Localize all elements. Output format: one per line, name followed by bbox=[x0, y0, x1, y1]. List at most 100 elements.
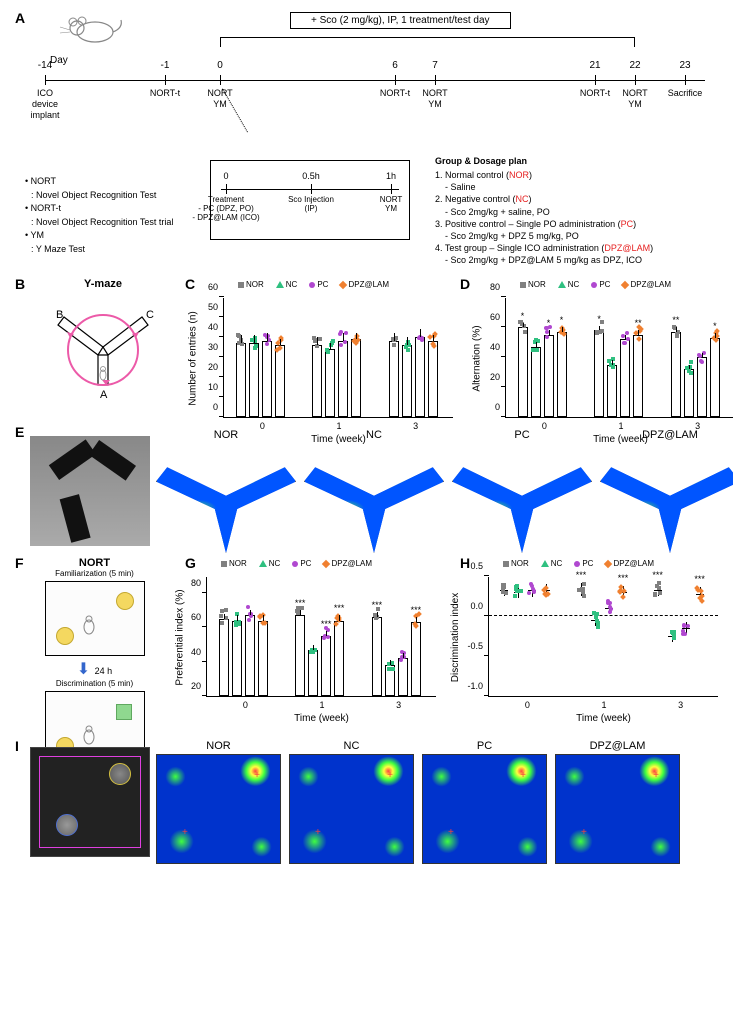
chart-h: NORNCPCDPZ@LAM Discrimination index Time… bbox=[453, 557, 718, 732]
legend-term: NORT-t bbox=[25, 202, 173, 215]
error-bar bbox=[416, 617, 417, 622]
data-point-icon bbox=[392, 343, 396, 347]
timeline-day: 23 bbox=[679, 60, 690, 71]
data-point-icon bbox=[658, 591, 662, 595]
bar bbox=[633, 335, 643, 418]
nort-familiarization-box bbox=[45, 581, 145, 656]
bar bbox=[518, 327, 528, 417]
error-bar bbox=[407, 337, 408, 345]
error-bar bbox=[625, 335, 626, 340]
bar bbox=[671, 332, 681, 418]
bar bbox=[321, 636, 331, 696]
bar bbox=[428, 341, 438, 417]
panel-e: E NORNCPCDPZ@LAM bbox=[10, 424, 723, 549]
bar bbox=[338, 341, 348, 417]
timeline-label: NORTYM bbox=[622, 88, 647, 110]
legend-text: DPZ@LAM bbox=[630, 280, 671, 289]
legend-marker-icon bbox=[292, 561, 298, 567]
group-plan-title: Group & Dosage plan bbox=[435, 155, 653, 167]
legend-item: NOR bbox=[520, 280, 546, 289]
data-point-icon bbox=[606, 601, 610, 605]
novel-object-icon bbox=[116, 704, 132, 720]
bar bbox=[415, 337, 425, 417]
bar bbox=[594, 330, 604, 417]
data-point-icon bbox=[595, 331, 599, 335]
chart-d-legend: NOR NC PC DPZ@LAM bbox=[520, 280, 671, 289]
data-point-icon bbox=[626, 337, 630, 341]
legend-marker-icon bbox=[574, 561, 580, 567]
data-point-icon bbox=[318, 337, 322, 341]
significance-marker: * bbox=[597, 314, 601, 324]
data-point-icon bbox=[682, 623, 686, 627]
error-bar bbox=[390, 660, 391, 665]
ymaze-title: Y-maze bbox=[28, 278, 178, 290]
legend-marker-icon bbox=[276, 281, 284, 288]
data-point-icon bbox=[620, 594, 626, 600]
error-bar bbox=[612, 360, 613, 365]
nort-heatmap: ++ bbox=[156, 754, 281, 864]
bar bbox=[275, 345, 285, 417]
bar bbox=[232, 621, 242, 696]
legend-marker-icon bbox=[558, 281, 566, 288]
timeline-bracket bbox=[220, 37, 635, 47]
bar bbox=[372, 617, 382, 696]
row-fgh: F NORT Familiarization (5 min) ⬇ 24 h Di… bbox=[10, 557, 723, 732]
heatmap-panel: NOR bbox=[156, 429, 296, 553]
error-bar bbox=[356, 333, 357, 339]
legend-text: PC bbox=[599, 280, 610, 289]
panel-label-i: I bbox=[15, 738, 19, 754]
heatmap-title: NC bbox=[289, 740, 414, 752]
bar bbox=[544, 335, 554, 418]
bar bbox=[697, 357, 707, 417]
legend-text: NOR bbox=[246, 280, 264, 289]
data-point-icon bbox=[237, 620, 241, 624]
data-point-icon bbox=[523, 330, 527, 334]
timeline-day: 7 bbox=[432, 60, 438, 71]
significance-marker: *** bbox=[372, 600, 383, 610]
bar bbox=[710, 338, 720, 418]
inset-time: 0 bbox=[223, 171, 228, 181]
timeline-label: Sacrifice bbox=[668, 88, 703, 99]
y-tick-label: 0 bbox=[478, 402, 500, 412]
data-point-icon bbox=[595, 619, 599, 623]
group-plan-item: 1. Normal control (NOR)- Saline bbox=[435, 169, 653, 193]
bar bbox=[389, 341, 399, 417]
chart-h-xlabel: Time (week) bbox=[576, 713, 631, 724]
significance-marker: *** bbox=[652, 570, 663, 580]
legend-text: DPZ@LAM bbox=[331, 559, 372, 568]
legend-marker-icon bbox=[591, 282, 597, 288]
day-label: Day bbox=[50, 55, 68, 66]
data-point-icon bbox=[224, 616, 228, 620]
data-point-icon bbox=[580, 587, 584, 591]
data-point-icon bbox=[582, 582, 586, 586]
inset-timeline-box: 0Treatment- PC (DPZ, PO)- DPZ@LAM (ICO)0… bbox=[210, 160, 410, 240]
y-tick-label: 80 bbox=[478, 282, 500, 292]
treatment-box: + Sco (2 mg/kg), IP, 1 treatment/test da… bbox=[290, 12, 511, 29]
legend-marker-icon bbox=[621, 280, 629, 288]
error-bar bbox=[676, 327, 677, 332]
data-point-icon bbox=[339, 343, 343, 347]
panel-label-b: B bbox=[15, 276, 25, 292]
timeline-day: 22 bbox=[629, 60, 640, 71]
timeline-day: 0 bbox=[217, 60, 223, 71]
x-tick-label: 1 bbox=[601, 700, 606, 710]
chart-g-legend: NORNCPCDPZ@LAM bbox=[221, 559, 372, 568]
bar bbox=[258, 621, 268, 696]
y-tick-label: -1.0 bbox=[461, 681, 483, 691]
legend-item: NC bbox=[558, 280, 580, 289]
nort-heatmap: ++ bbox=[289, 754, 414, 864]
group-plan-item: 3. Positive control – Single PO administ… bbox=[435, 218, 653, 242]
bar bbox=[607, 365, 617, 418]
nort-title: NORT bbox=[28, 557, 161, 569]
error-bar bbox=[330, 343, 331, 349]
error-bar bbox=[339, 615, 340, 620]
inset-time: 0.5h bbox=[302, 171, 320, 181]
row-bcd: B Y-maze B C A C NORN bbox=[10, 278, 723, 418]
nort-phase1: Familiarization (5 min) bbox=[28, 569, 161, 578]
legend-text: NC bbox=[286, 280, 298, 289]
data-point-icon bbox=[592, 611, 596, 615]
data-point-icon bbox=[675, 334, 679, 338]
timeline-day: 6 bbox=[392, 60, 398, 71]
legend-item: PC bbox=[591, 280, 610, 289]
abbreviation-legend: NORT: Novel Object Recognition TestNORT-… bbox=[25, 175, 173, 257]
